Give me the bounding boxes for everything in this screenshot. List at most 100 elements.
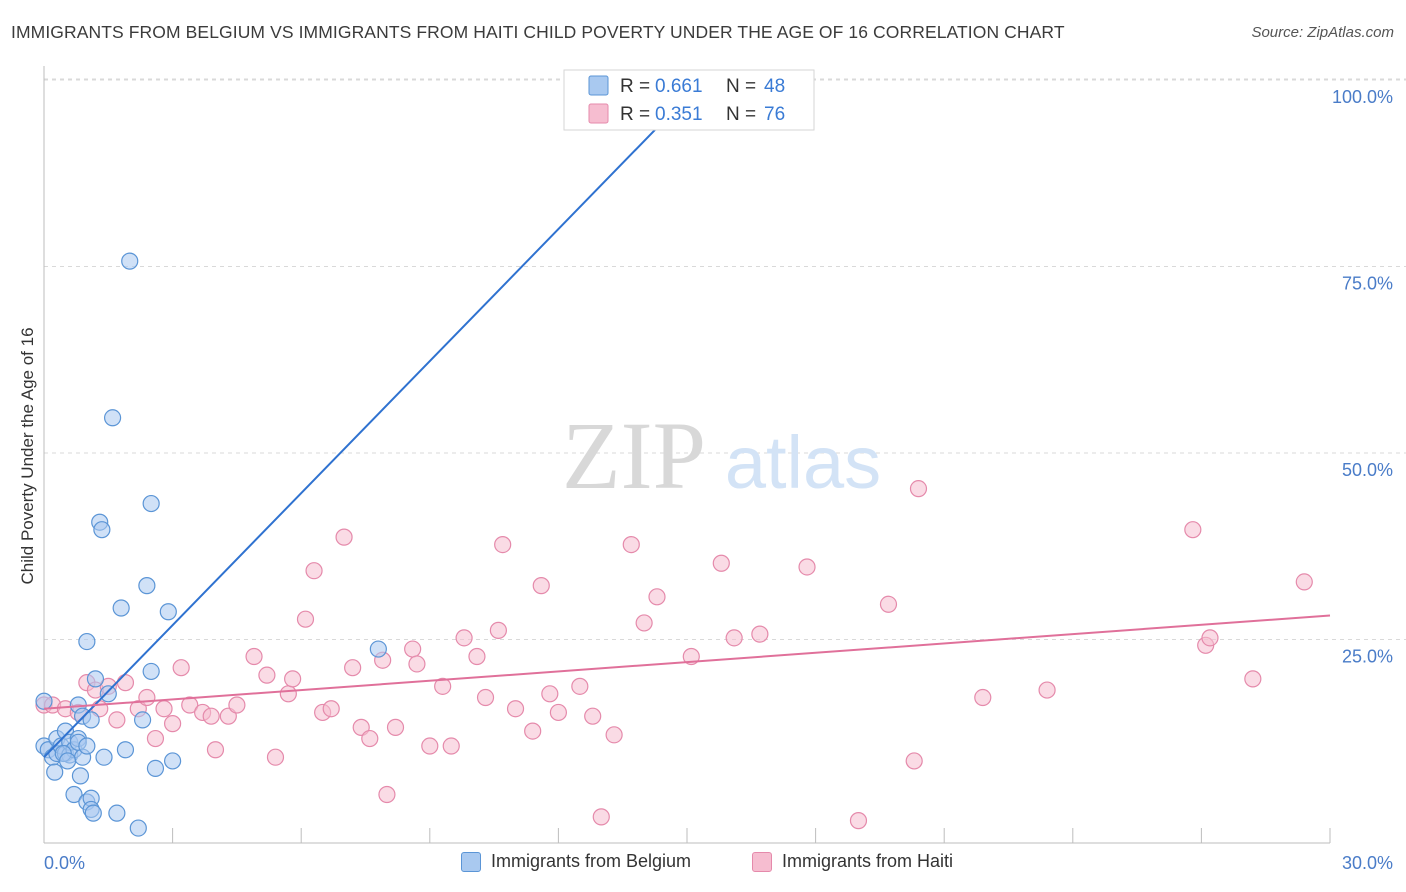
watermark-zip: ZIP bbox=[562, 402, 706, 509]
belgium-point bbox=[46, 763, 64, 781]
belgium-point bbox=[116, 741, 135, 759]
haiti-point bbox=[172, 659, 190, 677]
x-tick-label-start: 0.0% bbox=[44, 853, 85, 873]
belgium-point bbox=[108, 804, 126, 822]
belgium-point bbox=[103, 409, 122, 427]
belgium-point bbox=[138, 577, 156, 595]
belgium-point bbox=[78, 737, 96, 755]
haiti-point bbox=[1184, 521, 1202, 539]
tick-labels: 25.0% 50.0% 75.0% 100.0% 0.0% 30.0% bbox=[44, 87, 1393, 873]
belgium-point bbox=[93, 521, 111, 539]
haiti-point bbox=[541, 685, 559, 703]
haiti-point bbox=[434, 677, 452, 695]
haiti-point bbox=[116, 674, 135, 692]
legend-belgium-n-value: 48 bbox=[764, 76, 785, 97]
legend-haiti-r-value: 0.351 bbox=[655, 104, 703, 125]
y-tick-label: 75.0% bbox=[1342, 274, 1393, 294]
haiti-point bbox=[622, 535, 640, 554]
trend-lines bbox=[43, 96, 1331, 758]
belgium-trendline bbox=[43, 96, 688, 758]
haiti-point bbox=[489, 621, 507, 639]
belgium-point bbox=[142, 662, 160, 681]
haiti-point bbox=[305, 562, 323, 580]
legend-belgium-label: Immigrants from Belgium bbox=[491, 851, 692, 871]
haiti-point bbox=[584, 707, 602, 725]
haiti-point bbox=[532, 577, 550, 595]
legend-haiti-swatch-bottom bbox=[752, 851, 772, 872]
haiti-point bbox=[712, 554, 730, 572]
belgium-point bbox=[164, 752, 182, 770]
haiti-point bbox=[344, 659, 362, 677]
haiti-point bbox=[146, 729, 165, 748]
grid-layer bbox=[44, 78, 1406, 640]
legend-haiti-r-label: R = bbox=[620, 104, 650, 125]
legend-item-haiti[interactable]: Immigrants from Haiti bbox=[752, 851, 953, 872]
belgium-point bbox=[58, 752, 77, 770]
legend-belgium-r-value: 0.661 bbox=[655, 76, 703, 97]
legend-item-belgium[interactable]: Immigrants from Belgium bbox=[461, 851, 691, 872]
watermark-atlas: atlas bbox=[725, 421, 881, 504]
legend-top: R = 0.661 N = 48 R = 0.351 N = 76 bbox=[563, 69, 815, 131]
legend-haiti-n-label: N = bbox=[726, 104, 756, 125]
legend-haiti-n-value: 76 bbox=[764, 104, 785, 125]
y-tick-label: 100.0% bbox=[1332, 87, 1393, 107]
haiti-point bbox=[571, 677, 589, 695]
haiti-point bbox=[442, 737, 460, 755]
haiti-points bbox=[35, 480, 1313, 830]
haiti-point bbox=[905, 752, 923, 770]
haiti-point bbox=[849, 812, 868, 830]
legend-haiti-swatch bbox=[588, 103, 609, 124]
legend-belgium-swatch-bottom bbox=[461, 851, 481, 872]
y-axis-label: Child Poverty Under the Age of 16 bbox=[18, 327, 37, 584]
haiti-point bbox=[279, 685, 297, 703]
haiti-point bbox=[592, 808, 610, 826]
haiti-point bbox=[468, 647, 486, 666]
haiti-point bbox=[164, 715, 182, 733]
haiti-point bbox=[648, 588, 666, 606]
haiti-point bbox=[386, 718, 405, 736]
belgium-point bbox=[146, 759, 165, 778]
haiti-point bbox=[494, 535, 512, 554]
haiti-point bbox=[798, 558, 816, 576]
haiti-point bbox=[404, 640, 422, 658]
legend-belgium-swatch bbox=[588, 75, 609, 96]
haiti-point bbox=[635, 614, 653, 632]
belgium-point bbox=[86, 670, 105, 688]
haiti-point bbox=[266, 748, 285, 766]
haiti-point bbox=[605, 726, 623, 744]
belgium-points bbox=[35, 252, 387, 837]
belgium-point bbox=[35, 692, 53, 710]
belgium-point bbox=[133, 711, 152, 729]
haiti-point bbox=[725, 629, 743, 647]
belgium-point bbox=[112, 599, 130, 617]
belgium-point bbox=[82, 711, 100, 729]
belgium-point bbox=[95, 748, 113, 766]
belgium-point bbox=[159, 603, 177, 621]
haiti-point bbox=[1201, 629, 1219, 647]
haiti-point bbox=[455, 629, 473, 647]
haiti-point bbox=[974, 688, 992, 707]
axis-layer bbox=[43, 66, 1331, 844]
haiti-point bbox=[335, 528, 353, 546]
belgium-point bbox=[142, 494, 160, 513]
haiti-point bbox=[258, 666, 276, 684]
haiti-point bbox=[155, 700, 173, 718]
haiti-point bbox=[228, 696, 246, 714]
haiti-point bbox=[1244, 670, 1262, 688]
haiti-point bbox=[879, 595, 898, 613]
haiti-point bbox=[751, 625, 769, 643]
haiti-point bbox=[1295, 573, 1313, 591]
haiti-trendline bbox=[43, 614, 1331, 710]
haiti-point bbox=[202, 707, 220, 725]
haiti-point bbox=[206, 741, 225, 759]
y-tick-label: 50.0% bbox=[1342, 460, 1393, 480]
haiti-point bbox=[909, 480, 928, 498]
belgium-point bbox=[71, 767, 90, 785]
x-tick-label-end: 30.0% bbox=[1342, 853, 1393, 873]
haiti-point bbox=[476, 688, 495, 707]
haiti-point bbox=[378, 785, 396, 804]
haiti-point bbox=[361, 729, 379, 748]
belgium-point bbox=[369, 640, 387, 658]
haiti-point bbox=[1038, 681, 1056, 699]
haiti-point bbox=[138, 688, 156, 707]
